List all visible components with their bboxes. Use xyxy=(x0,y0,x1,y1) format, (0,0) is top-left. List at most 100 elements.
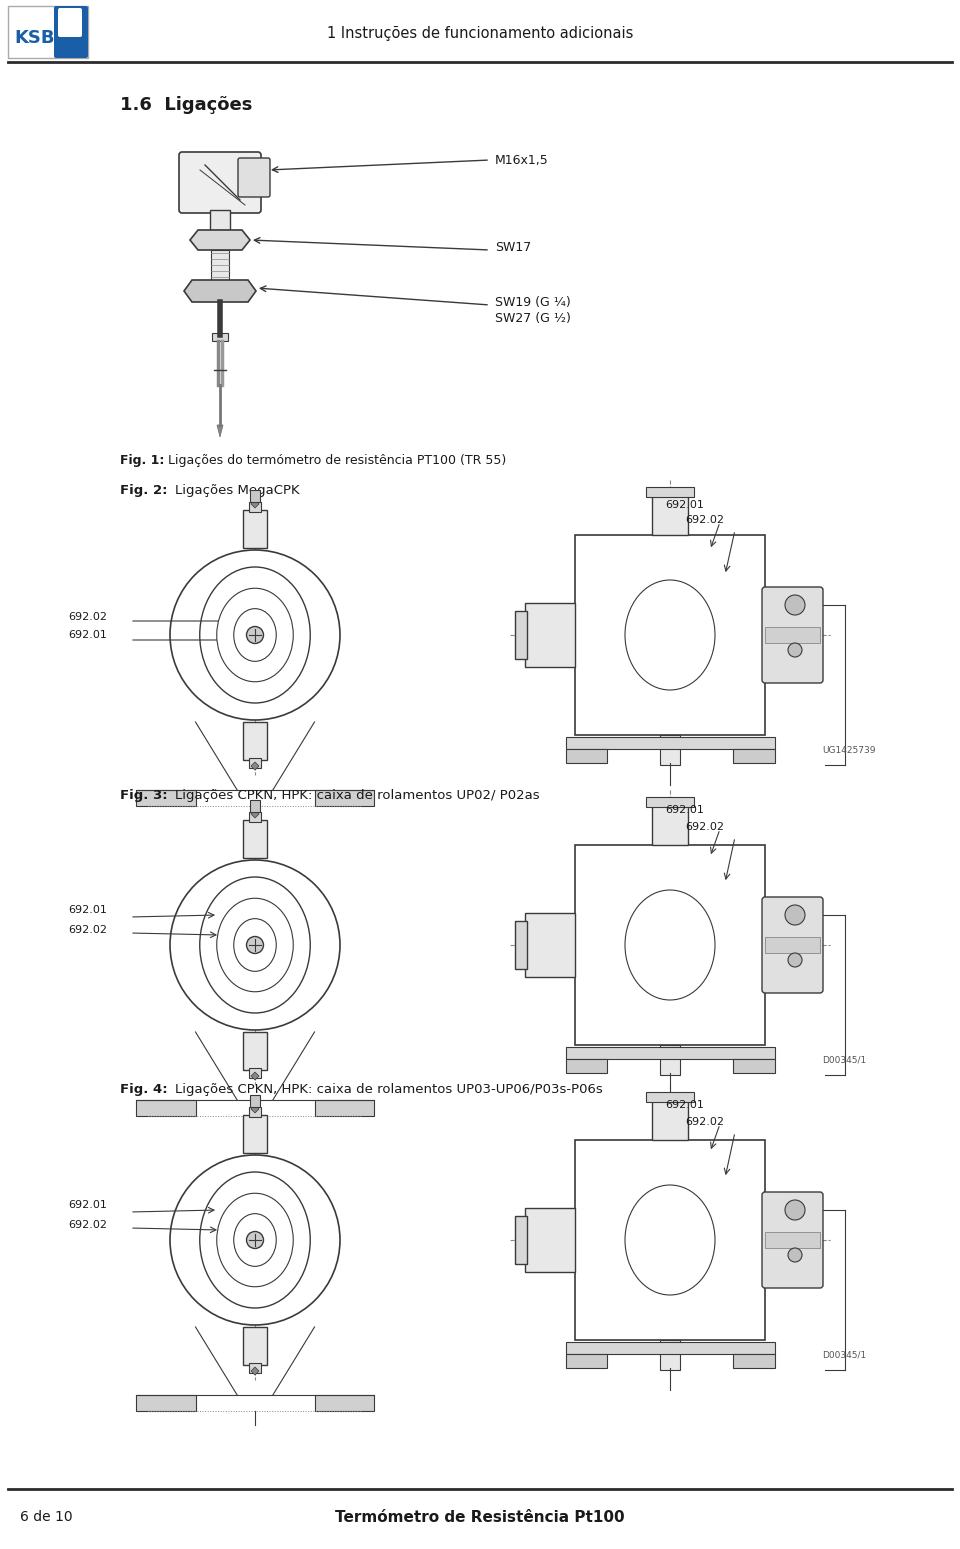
Text: 692.02: 692.02 xyxy=(685,1117,724,1128)
Circle shape xyxy=(170,1156,340,1324)
Text: SW27 (G ¹⁄₂): SW27 (G ¹⁄₂) xyxy=(495,311,571,324)
Text: 692.02: 692.02 xyxy=(685,823,724,832)
Text: Ligações CPKN, HPK: caixa de rolamentos UP03-UP06/P03s-P06s: Ligações CPKN, HPK: caixa de rolamentos … xyxy=(175,1083,603,1097)
Bar xyxy=(243,819,267,858)
Bar xyxy=(249,812,261,823)
Ellipse shape xyxy=(233,919,276,971)
Text: 692.02: 692.02 xyxy=(685,514,724,525)
Polygon shape xyxy=(251,1104,259,1114)
Bar xyxy=(515,610,527,658)
Text: Fig. 1:: Fig. 1: xyxy=(120,454,164,466)
Bar xyxy=(515,1216,527,1264)
Text: D00345/1: D00345/1 xyxy=(822,1055,866,1064)
FancyBboxPatch shape xyxy=(315,1100,374,1115)
FancyBboxPatch shape xyxy=(8,6,88,57)
Bar xyxy=(243,1032,267,1070)
Bar xyxy=(565,1341,775,1354)
Text: 692.02: 692.02 xyxy=(68,612,107,623)
FancyBboxPatch shape xyxy=(58,8,82,37)
Bar xyxy=(249,1363,261,1372)
Polygon shape xyxy=(184,280,256,302)
FancyBboxPatch shape xyxy=(315,1396,374,1411)
Bar xyxy=(243,722,267,761)
Bar xyxy=(646,798,694,807)
Ellipse shape xyxy=(200,567,310,703)
FancyBboxPatch shape xyxy=(238,158,270,197)
Text: Ligações CPKN, HPK: caixa de rolamentos UP02/ P02as: Ligações CPKN, HPK: caixa de rolamentos … xyxy=(175,788,540,801)
Bar xyxy=(249,502,261,513)
Bar xyxy=(565,1047,775,1060)
Text: 692.01: 692.01 xyxy=(68,1200,107,1210)
Bar xyxy=(525,912,575,977)
Polygon shape xyxy=(190,229,250,249)
Text: SW17: SW17 xyxy=(495,240,531,254)
Bar xyxy=(575,534,765,734)
Polygon shape xyxy=(251,500,259,508)
Text: Termómetro de Resistência Pt100: Termómetro de Resistência Pt100 xyxy=(335,1509,625,1524)
Bar xyxy=(565,1060,608,1073)
FancyBboxPatch shape xyxy=(315,790,374,805)
Bar xyxy=(249,1067,261,1078)
Ellipse shape xyxy=(217,898,293,991)
Circle shape xyxy=(170,860,340,1030)
Ellipse shape xyxy=(625,891,715,1001)
Ellipse shape xyxy=(233,609,276,661)
Text: SW19 (G ¹⁄₄): SW19 (G ¹⁄₄) xyxy=(495,296,571,308)
Bar xyxy=(660,734,680,765)
Ellipse shape xyxy=(625,1185,715,1295)
Bar xyxy=(652,805,688,846)
Circle shape xyxy=(785,1200,805,1221)
Polygon shape xyxy=(251,1072,259,1080)
Bar xyxy=(525,603,575,668)
Bar xyxy=(652,496,688,534)
Text: 692.01: 692.01 xyxy=(68,905,107,915)
Circle shape xyxy=(788,643,802,657)
Bar xyxy=(212,333,228,341)
Bar xyxy=(660,1340,680,1369)
Circle shape xyxy=(247,937,263,954)
Bar xyxy=(249,757,261,768)
Circle shape xyxy=(247,626,263,643)
Ellipse shape xyxy=(200,877,310,1013)
Ellipse shape xyxy=(217,1193,293,1287)
Text: 1 Instruções de funcionamento adicionais: 1 Instruções de funcionamento adicionais xyxy=(326,25,634,40)
Ellipse shape xyxy=(625,579,715,689)
Bar xyxy=(732,1354,775,1368)
Bar xyxy=(646,1092,694,1101)
Circle shape xyxy=(788,953,802,967)
FancyBboxPatch shape xyxy=(762,897,823,993)
Polygon shape xyxy=(251,762,259,770)
Text: 692.02: 692.02 xyxy=(68,925,107,936)
Text: Ligações MegaCPK: Ligações MegaCPK xyxy=(175,483,300,497)
Polygon shape xyxy=(251,1368,259,1376)
Ellipse shape xyxy=(233,1214,276,1267)
FancyBboxPatch shape xyxy=(762,587,823,683)
Circle shape xyxy=(785,595,805,615)
Text: 6 de 10: 6 de 10 xyxy=(20,1510,73,1524)
FancyBboxPatch shape xyxy=(762,1193,823,1289)
Bar xyxy=(652,1100,688,1140)
Circle shape xyxy=(247,1231,263,1248)
Polygon shape xyxy=(217,424,223,437)
Bar xyxy=(515,922,527,970)
Bar xyxy=(646,486,694,497)
Bar xyxy=(575,846,765,1046)
Bar xyxy=(732,1060,775,1073)
Circle shape xyxy=(788,1248,802,1262)
Text: Ligações do termómetro de resistência PT100 (TR 55): Ligações do termómetro de resistência PT… xyxy=(168,454,506,466)
Bar xyxy=(765,627,820,643)
Text: 692.01: 692.01 xyxy=(665,1100,704,1111)
Bar xyxy=(765,937,820,953)
Bar xyxy=(732,750,775,764)
Bar xyxy=(525,1208,575,1272)
Bar xyxy=(565,750,608,764)
Polygon shape xyxy=(251,810,259,818)
Bar xyxy=(765,1231,820,1248)
Text: Fig. 2:: Fig. 2: xyxy=(120,483,167,497)
Text: UG1425739: UG1425739 xyxy=(822,745,876,754)
Text: 692.01: 692.01 xyxy=(68,630,107,640)
Text: Fig. 4:: Fig. 4: xyxy=(120,1083,168,1097)
FancyBboxPatch shape xyxy=(136,1100,196,1115)
Bar xyxy=(243,510,267,548)
Ellipse shape xyxy=(200,1173,310,1307)
